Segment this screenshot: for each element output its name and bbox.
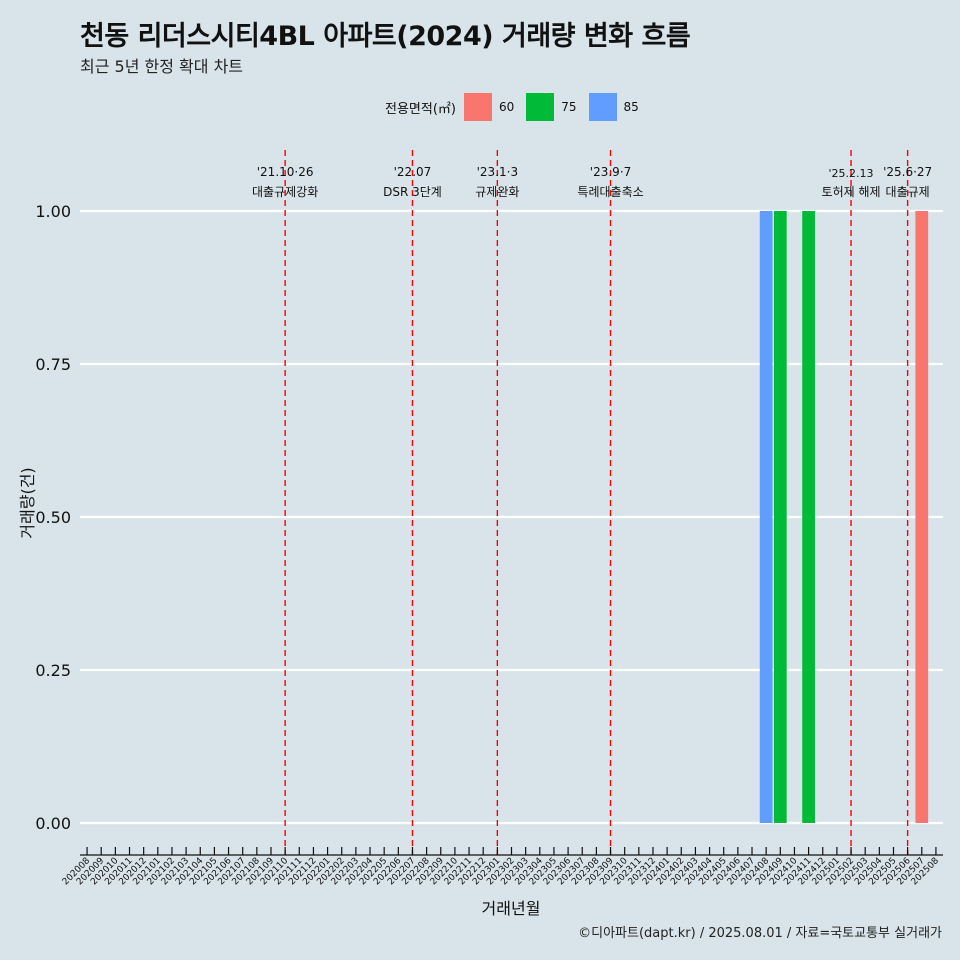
- y-axis-label: 거래량(건): [18, 467, 37, 538]
- event-date-label: '23.1·3: [477, 165, 518, 179]
- event-date-label: '22.07: [394, 165, 432, 179]
- event-name-label: 대출규제: [886, 185, 930, 199]
- y-tick-label: 1.00: [35, 202, 71, 221]
- bar-202408-85: [759, 211, 773, 823]
- event-date-label: '25.6·27: [883, 165, 932, 179]
- event-lines: '21.10·26 대출규제강화 '22.07 DSR 3단계 '23.1·3 규제완화 '…: [252, 150, 932, 855]
- event-name-label: 대출규제강화: [252, 185, 318, 199]
- y-tick-label: 0.00: [35, 814, 71, 833]
- source-caption: ©디아파트(dapt.kr) / 2025.08.01 / 자료=국토교통부 실…: [578, 926, 942, 941]
- event-date-label: '25.2.13: [829, 167, 874, 180]
- event-name-label: DSR 3단계: [383, 185, 442, 199]
- legend-item-75: 75: [526, 93, 577, 121]
- bars: [759, 211, 929, 823]
- bar-202409-75: [773, 211, 787, 823]
- legend-swatch-60: [463, 93, 492, 121]
- grid-lines: [80, 209, 943, 825]
- chart-title: 천동 리더스시티4BL 아파트(2024) 거래량 변화 흐름: [80, 21, 691, 52]
- bar-202507-60: [915, 211, 929, 823]
- legend-swatch-75: [526, 93, 555, 121]
- legend-item-85: 85: [588, 93, 639, 121]
- legend-label-60: 60: [498, 100, 515, 114]
- y-tick-label: 0.25: [35, 661, 71, 680]
- event-name-label: 규제완화: [475, 185, 519, 199]
- event-name-label: 특례대출축소: [577, 185, 643, 199]
- legend-label-75: 75: [561, 100, 577, 114]
- chart-subtitle: 최근 5년 한정 확대 차트: [80, 57, 244, 76]
- bar-202411-75: [802, 211, 815, 823]
- event-date-label: '21.10·26: [257, 165, 314, 179]
- y-tick-label: 0.50: [35, 508, 71, 527]
- legend-item-60: 60: [463, 93, 515, 121]
- y-tick-label: 0.75: [35, 355, 71, 374]
- legend-title: 전용면적(㎡): [385, 101, 456, 117]
- x-axis-label: 거래년월: [482, 899, 541, 918]
- event-name-label: 토허제 해제: [822, 185, 881, 199]
- event-date-label: '23.9·7: [590, 165, 631, 179]
- legend-label-85: 85: [623, 100, 639, 114]
- legend-swatch-85: [588, 93, 617, 121]
- legend: 전용면적(㎡) 60 75 85: [385, 93, 651, 121]
